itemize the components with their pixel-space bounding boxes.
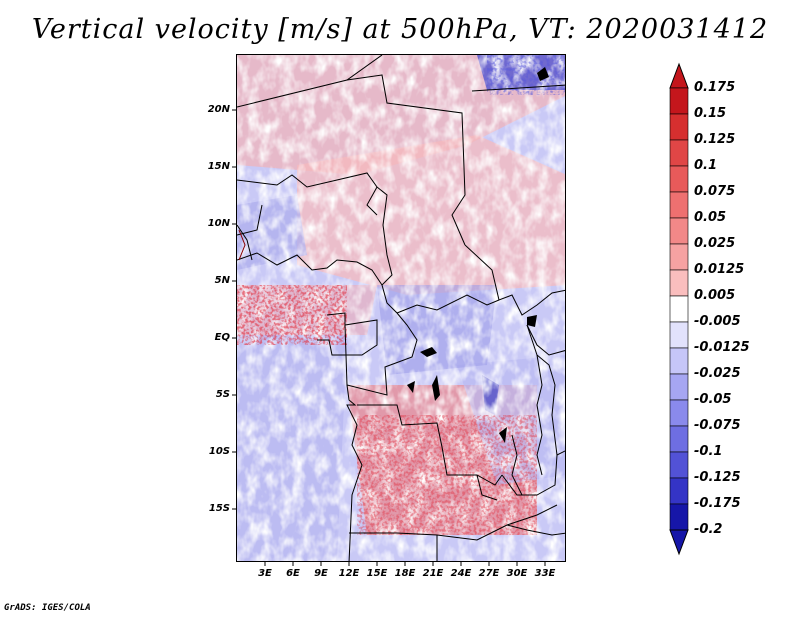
- colorbar-label-17: -0.2: [694, 522, 723, 537]
- colorbar-bin-14: [669, 451, 689, 479]
- grads-credit: GrADS: IGES/COLA: [4, 603, 91, 613]
- lon-label-18e: 18E: [394, 568, 416, 579]
- colorbar-label-15: -0.125: [694, 470, 741, 485]
- colorbar-label-13: -0.075: [694, 418, 741, 433]
- map-plot-area[interactable]: [236, 54, 566, 562]
- lat-label-10s: 10S: [208, 446, 230, 457]
- colorbar-label-11: -0.025: [694, 366, 741, 381]
- lon-label-21e: 21E: [422, 568, 444, 579]
- lat-label-eq: EQ: [214, 332, 230, 343]
- lon-label-27e: 27E: [478, 568, 500, 579]
- colorbar-label-14: -0.1: [694, 444, 723, 459]
- colorbar-label-0: 0.175: [694, 80, 736, 95]
- lon-label-9e: 9E: [314, 568, 328, 579]
- colorbar-bin-1: [669, 113, 689, 141]
- colorbar-bin-0: [669, 87, 689, 115]
- lon-label-3e: 3E: [258, 568, 272, 579]
- colorbar-label-16: -0.175: [694, 496, 741, 511]
- lat-label-15n: 15N: [207, 161, 230, 172]
- lat-label-20n: 20N: [207, 104, 230, 115]
- colorbar-label-1: 0.15: [694, 106, 727, 121]
- colorbar-bin-13: [669, 425, 689, 453]
- chart-title: Vertical velocity [m/s] at 500hPa, VT: 2…: [31, 14, 769, 45]
- colorbar-extend-min: [669, 529, 689, 556]
- lon-label-33e: 33E: [534, 568, 556, 579]
- colorbar-bin-16: [669, 503, 689, 531]
- colorbar-extend-max: [669, 62, 689, 89]
- colorbar-label-12: -0.05: [694, 392, 732, 407]
- colorbar-bin-5: [669, 217, 689, 245]
- lon-label-30e: 30E: [506, 568, 528, 579]
- colorbar-bin-11: [669, 373, 689, 401]
- colorbar-label-10: -0.0125: [694, 340, 750, 355]
- colorbar-label-7: 0.0125: [694, 262, 745, 277]
- colorbar-bin-10: [669, 347, 689, 375]
- colorbar-label-9: -0.005: [694, 314, 741, 329]
- lon-label-24e: 24E: [450, 568, 472, 579]
- lat-label-10n: 10N: [207, 218, 230, 229]
- colorbar-bin-6: [669, 243, 689, 271]
- vertical-velocity-field: [237, 55, 565, 561]
- colorbar-label-5: 0.05: [694, 210, 727, 225]
- colorbar-bin-12: [669, 399, 689, 427]
- lat-label-15s: 15S: [208, 503, 230, 514]
- lon-label-15e: 15E: [366, 568, 388, 579]
- colorbar-bin-3: [669, 165, 689, 193]
- lon-label-6e: 6E: [286, 568, 300, 579]
- colorbar-bin-4: [669, 191, 689, 219]
- lat-label-5s: 5S: [215, 389, 230, 400]
- colorbar-bin-8: [669, 295, 689, 323]
- colorbar-label-2: 0.125: [694, 132, 736, 147]
- colorbar-bin-15: [669, 477, 689, 505]
- colorbar-bin-2: [669, 139, 689, 167]
- colorbar-bin-7: [669, 269, 689, 297]
- colorbar-label-6: 0.025: [694, 236, 736, 251]
- colorbar-label-4: 0.075: [694, 184, 736, 199]
- lon-label-12e: 12E: [338, 568, 360, 579]
- lat-label-5n: 5N: [214, 275, 230, 286]
- colorbar-bin-9: [669, 321, 689, 349]
- colorbar-label-3: 0.1: [694, 158, 718, 173]
- colorbar-label-8: 0.005: [694, 288, 736, 303]
